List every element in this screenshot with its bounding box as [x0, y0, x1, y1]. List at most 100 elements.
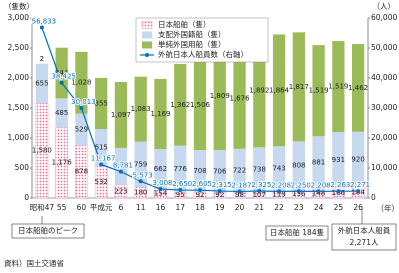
- line-label: 5,573: [133, 171, 153, 179]
- bar: [95, 77, 108, 130]
- bar: [233, 48, 246, 149]
- x-tick-label: 22: [274, 203, 284, 212]
- y-tick-label: 500: [15, 163, 30, 172]
- data-label: 759: [134, 160, 147, 168]
- y-tick-label: 2,500: [8, 43, 30, 52]
- data-label: 1,362: [170, 101, 190, 109]
- x-tick-label: 昭和47: [30, 203, 55, 212]
- x-tick-label: 55: [57, 203, 67, 212]
- bar: [351, 131, 365, 187]
- bar: [55, 127, 69, 199]
- data-label: 92: [215, 191, 224, 199]
- data-label: 92: [196, 191, 205, 199]
- source: 資料）国土交通省: [4, 258, 64, 268]
- data-label: 95: [176, 191, 185, 199]
- data-label: 180: [134, 189, 147, 197]
- line-point: [158, 186, 163, 191]
- x-tick-label: 21: [255, 203, 265, 212]
- data-label: 107: [253, 191, 266, 199]
- data-label: 1,809: [210, 92, 230, 100]
- data-label: 1,519: [328, 83, 348, 91]
- line-label: 38,425: [51, 73, 76, 81]
- bar: [114, 82, 128, 148]
- legend-label: 日本船舶（隻）: [158, 19, 211, 29]
- y-tick-label: 0: [24, 193, 29, 202]
- y2-tick-label: 40,000: [371, 73, 397, 82]
- legend-box: [135, 17, 269, 63]
- line-point: [39, 25, 44, 30]
- x-tick-label: 26: [353, 203, 363, 212]
- data-label: 1,462: [348, 84, 368, 92]
- data-label: 743: [272, 165, 285, 173]
- legend-swatch: [145, 53, 149, 57]
- legend-label: 単純外国用船（隻）: [158, 39, 226, 49]
- data-label: 154: [154, 189, 168, 197]
- data-label: 1,028: [71, 79, 91, 87]
- line-label: 56,833: [32, 18, 57, 26]
- line-point: [296, 189, 301, 194]
- line-label: 2,187: [232, 181, 252, 189]
- data-label: 844: [55, 69, 69, 77]
- bar: [272, 146, 286, 191]
- data-label: 529: [75, 125, 88, 133]
- x-tick-label: 24: [314, 203, 324, 212]
- bar: [134, 141, 147, 188]
- data-label: 615: [94, 144, 107, 152]
- data-label: 148: [312, 190, 325, 198]
- line-point: [198, 188, 202, 193]
- y2-tick-label: 10,000: [371, 163, 397, 172]
- bar: [292, 32, 305, 142]
- x-tick-label: 11: [136, 203, 146, 212]
- data-label: 1,176: [52, 159, 73, 167]
- line-label: 3,008: [152, 179, 172, 187]
- x-tick-label: 23: [294, 203, 304, 212]
- data-label: 223: [114, 187, 127, 195]
- data-label: 1,519: [309, 87, 329, 95]
- line-point: [178, 188, 183, 193]
- line-label: 2,208: [311, 181, 331, 189]
- bar: [55, 98, 68, 128]
- data-label: 662: [154, 165, 167, 173]
- y-unit: （隻数）: [4, 1, 34, 11]
- line-point: [356, 189, 361, 194]
- data-label: 920: [351, 155, 364, 163]
- data-label: 1,097: [111, 111, 131, 119]
- bar: [75, 51, 88, 114]
- data-label: 708: [193, 167, 206, 175]
- y2-tick-label: 60,000: [371, 13, 397, 22]
- data-label: 855: [94, 100, 107, 108]
- y2-tick-label: 50,000: [371, 43, 397, 52]
- y-tick-label: 1,500: [8, 103, 30, 112]
- bar: [253, 147, 266, 192]
- data-label: 1,892: [249, 87, 269, 95]
- line-point: [277, 189, 282, 194]
- bar: [114, 147, 128, 185]
- y2-tick-label: 20,000: [371, 133, 397, 142]
- x-tick-label: 16: [156, 203, 166, 212]
- line-point: [237, 189, 242, 194]
- data-label: 722: [233, 166, 246, 174]
- annotation-box: [265, 225, 329, 241]
- annotation-box: [11, 223, 85, 239]
- annotation-box: [331, 223, 397, 251]
- data-label: 1,169: [150, 110, 170, 118]
- line-point: [316, 189, 321, 194]
- data-label: 1,506: [190, 101, 211, 109]
- bar: [213, 41, 226, 151]
- bar: [75, 113, 88, 146]
- bar: [351, 44, 365, 132]
- bar: [174, 145, 187, 193]
- data-label: 655: [35, 80, 48, 88]
- data-label: 532: [94, 178, 107, 186]
- bar: [35, 63, 49, 104]
- line-point: [138, 179, 143, 184]
- data-label: 776: [174, 165, 188, 173]
- line-point: [59, 80, 64, 85]
- legend-swatch: [142, 31, 152, 39]
- line-label: 11,167: [91, 154, 116, 162]
- data-label: 881: [312, 159, 325, 167]
- bar: [213, 150, 226, 193]
- y-tick-label: 1,000: [8, 133, 30, 142]
- y2-tick-label: 0: [371, 193, 376, 202]
